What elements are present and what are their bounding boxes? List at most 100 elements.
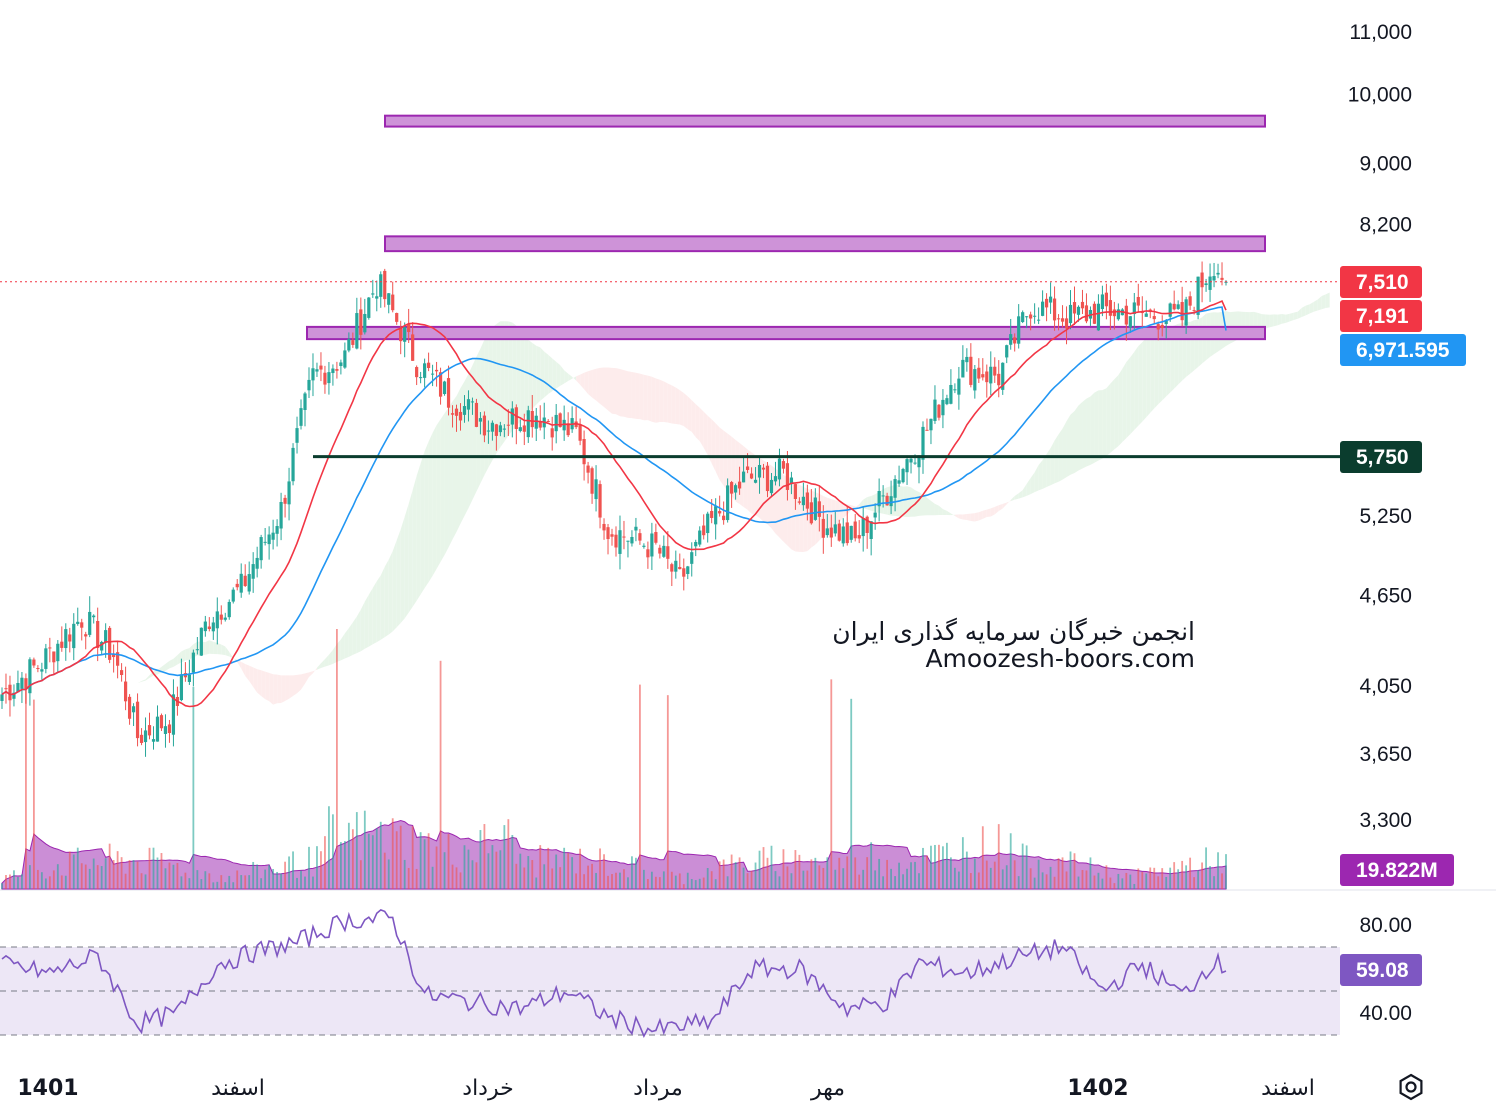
- cloud-segment: [496, 321, 501, 454]
- candle: [901, 467, 905, 484]
- cloud-segment: [352, 616, 357, 655]
- cloud-segment: [727, 433, 732, 496]
- candle: [1164, 318, 1168, 339]
- cloud-segment: [1261, 314, 1266, 330]
- candle: [1033, 303, 1037, 324]
- cloud-segment: [1325, 292, 1330, 309]
- cloud-segment: [173, 655, 178, 667]
- cloud-segment: [1006, 500, 1011, 505]
- candle: [367, 297, 371, 320]
- cloud-segment: [994, 505, 999, 515]
- candle: [64, 623, 68, 661]
- volume-bar: [1069, 851, 1072, 889]
- volume-bar: [475, 862, 478, 889]
- cloud-segment: [584, 371, 589, 394]
- candle: [610, 528, 614, 546]
- volume-bar: [224, 882, 227, 889]
- volume-bar: [264, 869, 267, 889]
- volume-bar: [802, 870, 805, 889]
- candle: [694, 539, 698, 557]
- candle: [1208, 263, 1212, 302]
- volume-bar: [100, 866, 103, 889]
- cloud-segment: [444, 407, 449, 555]
- volume-bar: [395, 831, 398, 889]
- cloud-segment: [1285, 313, 1290, 323]
- volume-bar: [96, 865, 99, 889]
- candle: [486, 420, 491, 444]
- candle: [602, 518, 606, 540]
- cloud-segment: [332, 643, 337, 664]
- cloud-segment: [520, 331, 525, 422]
- gear-icon[interactable]: [1399, 1073, 1423, 1101]
- volume-bar: [1097, 872, 1100, 889]
- candle: [741, 457, 746, 483]
- volume-bar: [906, 868, 908, 889]
- volume-bar: [559, 867, 562, 889]
- cloud-segment: [205, 640, 210, 655]
- watermark-line1: انجمن خبرگان سرمایه گذاری ایران: [832, 617, 1195, 646]
- candle: [646, 541, 650, 569]
- cloud-segment: [456, 388, 461, 532]
- candle: [339, 359, 343, 375]
- volume-bar: [1205, 847, 1207, 889]
- volume-bar: [714, 879, 717, 889]
- volume-bar: [479, 830, 482, 889]
- candle: [526, 405, 530, 443]
- volume-bar: [132, 860, 135, 889]
- cloud-segment: [380, 566, 385, 640]
- cloud-segment: [1293, 311, 1298, 321]
- volume-bar: [228, 875, 231, 889]
- candle: [407, 308, 411, 344]
- ma-slow-line: [1, 306, 1227, 696]
- cloud-segment: [161, 663, 166, 673]
- cloud-segment: [360, 601, 365, 652]
- rsi-tick-label: 40.00: [1359, 1002, 1412, 1025]
- volume-bar: [798, 854, 801, 889]
- volume-bar: [746, 873, 749, 889]
- cloud-segment: [328, 649, 333, 666]
- candle: [299, 399, 303, 430]
- candle: [187, 659, 191, 685]
- candle: [1112, 301, 1116, 330]
- ma-fast-line: [1, 300, 1227, 708]
- volume-bar: [507, 819, 510, 889]
- volume-bar: [124, 873, 127, 889]
- cloud-segment: [962, 513, 967, 521]
- cloud-segment: [671, 385, 676, 425]
- candle: [1180, 286, 1184, 327]
- candle: [203, 615, 207, 637]
- candle: [749, 467, 754, 480]
- volume-bar: [607, 875, 609, 889]
- candle: [1212, 262, 1216, 288]
- volume-bar: [1225, 854, 1227, 889]
- candlestick-series: [0, 261, 1228, 757]
- candle: [1096, 294, 1101, 331]
- volume-bar: [399, 825, 402, 889]
- volume-bar: [64, 875, 67, 889]
- cloud-segment: [177, 651, 182, 665]
- volume-bar: [762, 847, 765, 889]
- candle: [506, 409, 510, 437]
- volume-bar: [1065, 871, 1068, 889]
- candle: [430, 364, 435, 387]
- volume-bar: [1001, 869, 1004, 889]
- volume-pane: [0, 629, 1496, 891]
- volume-bar: [5, 875, 7, 889]
- cloud-segment: [596, 367, 601, 404]
- candle: [434, 361, 439, 387]
- candle: [1184, 296, 1188, 334]
- volume-bar: [371, 835, 374, 889]
- volume-bar: [730, 854, 733, 889]
- cloud-segment: [340, 633, 345, 661]
- candle: [698, 526, 702, 547]
- volume-bar: [347, 822, 350, 889]
- candle: [423, 358, 427, 388]
- candle: [518, 419, 522, 433]
- volume-bar: [631, 856, 633, 889]
- cloud-segment: [1074, 405, 1079, 474]
- candle: [670, 562, 674, 587]
- volume-bar: [706, 868, 709, 889]
- cloud-segment: [181, 649, 186, 663]
- candle: [143, 717, 148, 757]
